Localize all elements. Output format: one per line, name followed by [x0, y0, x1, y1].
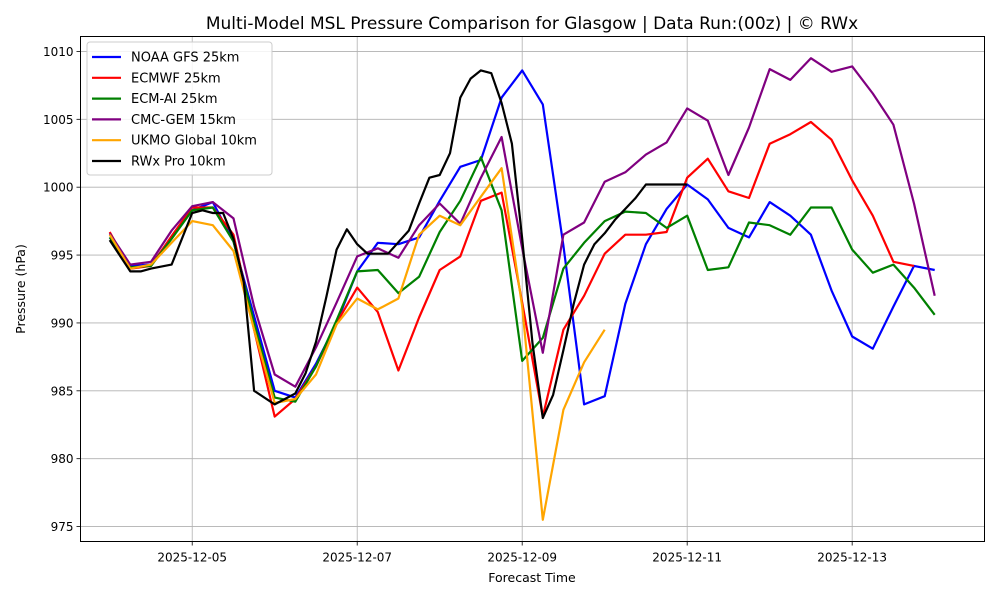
y-axis: 975 980 985 990 995 1000 1005 1010	[43, 45, 81, 534]
legend-label: NOAA GFS 25km	[131, 51, 239, 66]
series-line-ecm-ai-25km	[108, 156, 936, 403]
series-line-ukmo-global-10km	[108, 167, 606, 521]
series-line-rwx-pro-10km	[108, 69, 688, 420]
y-tick-label: 1000	[43, 181, 74, 195]
y-tick-label: 985	[51, 384, 74, 398]
y-tick-label: 995	[51, 249, 74, 263]
x-tick-label: 2025-12-05	[157, 551, 227, 565]
legend: NOAA GFS 25km ECMWF 25km ECM-AI 25km CMC-GE…	[86, 41, 273, 176]
grid	[80, 36, 985, 542]
legend-label: RWx Pro 10km	[131, 155, 226, 170]
y-tick-label: 1010	[43, 45, 74, 59]
x-tick-label: 2025-12-09	[487, 551, 557, 565]
y-tick-label: 975	[51, 520, 74, 534]
x-axis: 2025-12-05 2025-12-07 2025-12-09 2025-12-11…	[157, 541, 887, 565]
plot-frame	[80, 36, 985, 542]
y-axis-label: Pressure (hPa)	[13, 244, 28, 334]
legend-label: UKMO Global 10km	[131, 134, 257, 149]
x-tick-label: 2025-12-07	[322, 551, 392, 565]
series-lines	[108, 57, 936, 521]
x-tick-label: 2025-12-13	[817, 551, 887, 565]
legend-label: ECMWF 25km	[131, 71, 221, 86]
x-tick-label: 2025-12-11	[652, 551, 722, 565]
legend-label: ECM-AI 25km	[131, 92, 218, 107]
y-tick-label: 990	[51, 316, 74, 330]
legend-label: CMC-GEM 15km	[131, 113, 236, 128]
x-axis-label: Forecast Time	[488, 570, 576, 585]
legend-box	[86, 41, 273, 176]
y-tick-label: 1005	[43, 113, 74, 127]
y-tick-label: 980	[51, 452, 74, 466]
chart-title: Multi-Model MSL Pressure Comparison for …	[206, 14, 858, 34]
